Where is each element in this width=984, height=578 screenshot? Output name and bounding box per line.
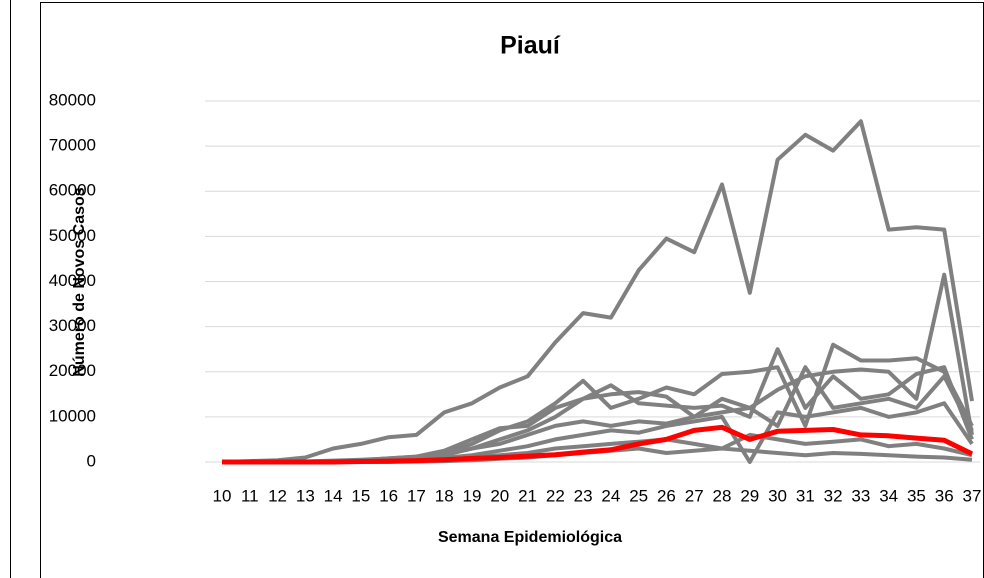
x-axis-label: Semana Epidemiológica [438,529,622,546]
x-tick-label: 24 [601,486,620,505]
x-tick-label: 31 [796,486,815,505]
y-axis-label: Número de Novos Casos [71,187,88,376]
y-tick-label: 20000 [49,361,96,380]
x-tick-label: 11 [241,486,259,505]
x-tick-label: 37 [963,486,982,505]
chart-title: Piauí [500,32,561,60]
y-tick-label: 30000 [49,316,96,335]
x-tick-label: 15 [351,486,370,505]
x-tick-label: 20 [490,486,509,505]
x-tick-label: 10 [213,486,232,505]
x-tick-label: 33 [851,486,870,505]
y-tick-label: 50000 [49,226,96,245]
x-tick-label: 22 [546,486,565,505]
x-tick-label: 30 [768,486,787,505]
y-tick-label: 70000 [49,136,96,155]
x-tick-label: 18 [435,486,454,505]
x-tick-label: 14 [324,486,343,505]
x-tick-label: 34 [879,486,898,505]
y-tick-label: 40000 [49,271,96,290]
x-tick-label: 12 [268,486,287,505]
series-line [221,119,974,464]
x-tick-label: 27 [685,486,704,505]
x-tick-label: 32 [824,486,843,505]
series-line [222,424,974,465]
y-tick-label: 80000 [49,90,96,109]
x-tick-label: 26 [657,486,676,505]
x-tick-label: 21 [518,486,537,505]
y-tick-label: 60000 [49,181,96,200]
x-tick-label: 19 [463,486,482,505]
x-tick-label: 29 [740,486,759,505]
y-tick-label: 10000 [49,406,96,425]
x-tick-label: 28 [713,486,732,505]
x-tick-label: 36 [935,486,954,505]
x-tick-label: 16 [379,486,398,505]
x-tick-label: 13 [296,486,315,505]
y-tick-label: 0 [87,451,96,470]
x-tick-label: 17 [407,486,426,505]
x-tick-label: 25 [629,486,648,505]
x-tick-label: 23 [574,486,593,505]
x-tick-label: 35 [907,486,926,505]
